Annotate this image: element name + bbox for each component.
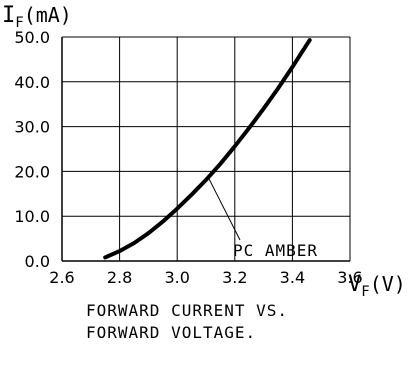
annotation-leader-line — [208, 178, 241, 241]
y-tick-label: 0.0 — [25, 252, 50, 271]
y-axis-label: IF(mA) — [2, 3, 72, 31]
chart-tick-labels: 2.6 2.8 3.0 3.2 3.4 3.6 0.0 10.0 20.0 30.0 40.0 50.… — [14, 28, 362, 287]
x-tick-label: 3.0 — [164, 268, 189, 287]
chart-series — [103, 38, 312, 260]
x-tick-label: 3.6 — [337, 268, 362, 287]
x-tick-label: 2.6 — [49, 268, 74, 287]
caption-line-1: FORWARD CURRENT VS. — [86, 301, 289, 320]
y-tick-label: 10.0 — [14, 207, 50, 226]
y-tick-label: 20.0 — [14, 162, 50, 181]
x-tick-label: 3.2 — [222, 268, 247, 287]
x-axis-label: VF(V) — [348, 272, 406, 300]
x-tick-label: 2.8 — [107, 268, 132, 287]
y-tick-label: 30.0 — [14, 118, 50, 137]
chart-axes — [61, 37, 350, 262]
chart-grid — [61, 36, 351, 262]
y-tick-label: 50.0 — [14, 28, 50, 47]
series-line-pc-amber — [103, 38, 312, 260]
x-tick-label: 3.4 — [280, 268, 305, 287]
series-annotation-label: PC AMBER — [233, 241, 318, 260]
chart-annotations: PC AMBER — [208, 178, 318, 260]
chart-caption: FORWARD CURRENT VS. FORWARD VOLTAGE. — [86, 300, 288, 344]
y-tick-label: 40.0 — [14, 73, 50, 92]
caption-line-2: FORWARD VOLTAGE. — [86, 323, 257, 342]
